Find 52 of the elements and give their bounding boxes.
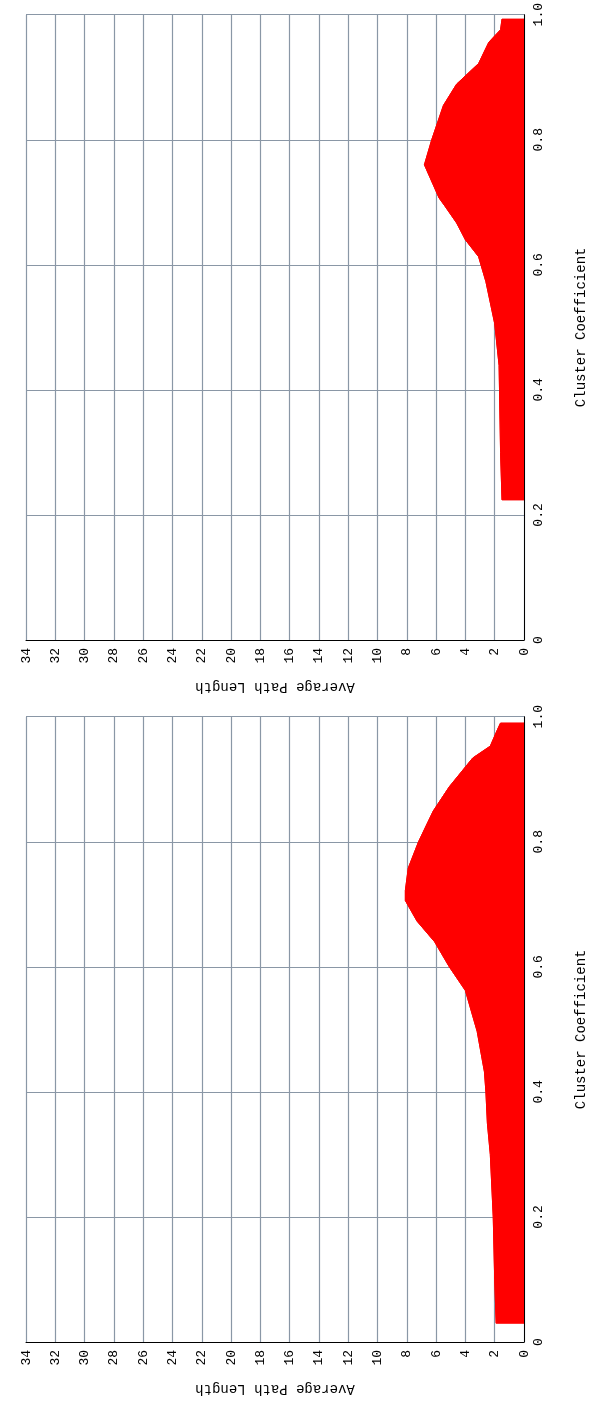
y-tick-label: 1.0 — [531, 3, 546, 27]
y-axis-title: Cluster Coefficient — [573, 247, 589, 408]
y-tick-label: 0.2 — [531, 503, 546, 527]
x-tick-label: 18 — [252, 1350, 268, 1366]
y-tick-label: 0.6 — [531, 253, 546, 277]
x-tick-label: 22 — [194, 1350, 210, 1366]
x-tick-label: 26 — [135, 648, 151, 664]
y-tick-label: 0 — [531, 636, 546, 644]
x-tick-label: 22 — [194, 648, 210, 664]
x-tick-label: 0 — [516, 1350, 532, 1358]
x-tick-label: 32 — [47, 1350, 63, 1366]
y-tick-label: 0.8 — [531, 830, 546, 854]
x-tick-label: 10 — [370, 648, 386, 664]
y-tick-label: 1.0 — [531, 705, 546, 729]
x-tick-label: 10 — [370, 1350, 386, 1366]
x-tick-label: 24 — [164, 1349, 180, 1366]
y-tick-label: 0.4 — [531, 1079, 546, 1104]
x-tick-label: 8 — [399, 1350, 415, 1358]
x-tick-label: 28 — [106, 648, 122, 664]
x-tick-label: 8 — [399, 648, 415, 656]
x-tick-label: 18 — [252, 648, 268, 664]
x-tick-label: 6 — [428, 648, 444, 656]
x-tick-label: 34 — [18, 1349, 34, 1366]
x-tick-label: 4 — [457, 1349, 473, 1358]
y-tick-label: 0.6 — [531, 955, 546, 979]
x-tick-label: 14 — [311, 1349, 327, 1366]
x-tick-label: 2 — [487, 1350, 503, 1358]
x-tick-label: 34 — [18, 647, 34, 664]
y-tick-label: 0.2 — [531, 1205, 546, 1229]
x-tick-label: 24 — [164, 647, 180, 664]
x-tick-label: 16 — [282, 1350, 298, 1366]
x-tick-label: 16 — [282, 648, 298, 664]
x-tick-label: 2 — [487, 648, 503, 656]
x-tick-label: 6 — [428, 1350, 444, 1358]
x-tick-label: 12 — [340, 648, 356, 664]
y-tick-label: 0 — [531, 1338, 546, 1346]
x-tick-label: 0 — [516, 648, 532, 656]
y-axis-title: Cluster Coefficient — [573, 949, 589, 1110]
x-tick-label: 20 — [223, 1350, 239, 1366]
y-tick-label: 0.4 — [531, 377, 546, 402]
x-axis-title: Average Path Length — [195, 1381, 355, 1397]
x-tick-label: 14 — [311, 647, 327, 664]
x-tick-label: 4 — [457, 647, 473, 656]
x-tick-label: 30 — [77, 1350, 93, 1366]
x-tick-label: 28 — [106, 1350, 122, 1366]
x-tick-label: 26 — [135, 1350, 151, 1366]
x-tick-label: 12 — [340, 1350, 356, 1366]
x-axis-title: Average Path Length — [195, 679, 355, 695]
y-tick-label: 0.8 — [531, 128, 546, 152]
x-tick-label: 20 — [223, 648, 239, 664]
x-tick-label: 32 — [47, 648, 63, 664]
x-tick-label: 30 — [77, 648, 93, 664]
